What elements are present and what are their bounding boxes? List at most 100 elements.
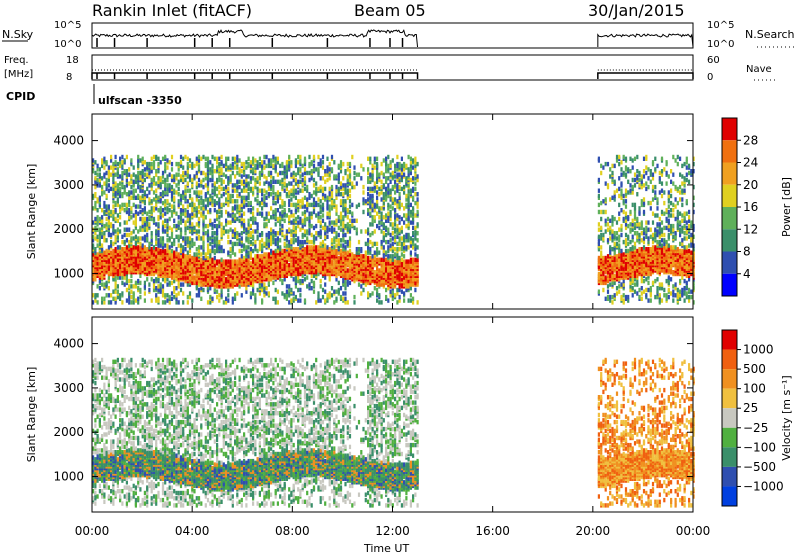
data-cell: [240, 199, 243, 204]
data-cell: [121, 160, 124, 165]
data-cell: [134, 179, 137, 184]
data-cell: [177, 252, 180, 257]
data-cell: [202, 261, 205, 266]
data-cell: [184, 154, 187, 160]
nsky-line: [91, 29, 694, 48]
data-cell: [220, 213, 223, 218]
data-cell: [206, 156, 210, 161]
data-cell: [288, 163, 291, 169]
data-cell: [227, 298, 230, 303]
data-cell: [234, 183, 237, 188]
data-cell: [236, 216, 239, 222]
data-cell: [391, 170, 394, 176]
data-cell: [216, 289, 219, 294]
data-cell: [137, 184, 140, 190]
data-cell: [346, 195, 349, 200]
data-cell: [367, 208, 370, 213]
data-cell: [371, 199, 374, 204]
data-cell: [261, 254, 264, 259]
data-cell: [254, 293, 257, 298]
data-cell: [279, 227, 282, 232]
data-cell: [252, 287, 255, 293]
data-cell: [344, 169, 347, 174]
data-cell: [387, 275, 390, 280]
data-cell: [326, 156, 329, 161]
data-cell: [348, 236, 352, 241]
data-cell: [132, 284, 135, 289]
data-cell: [121, 291, 124, 296]
data-cell: [369, 200, 372, 206]
data-cell: [299, 216, 302, 222]
data-cell: [148, 190, 151, 195]
data-cell: [355, 266, 358, 271]
data-cell: [261, 266, 264, 271]
data-cell: [123, 282, 126, 287]
data-cell: [186, 236, 189, 241]
data-cell: [252, 186, 255, 192]
data-cell: [398, 259, 401, 264]
data-cell: [378, 300, 381, 305]
data-cell: [139, 188, 142, 193]
data-cell: [351, 202, 354, 208]
data-cell: [310, 232, 313, 238]
data-cell: [382, 158, 385, 163]
data-cell: [283, 165, 286, 170]
data-cell: [225, 222, 228, 227]
data-cell: [191, 238, 194, 243]
data-cell: [179, 234, 183, 239]
data-cell: [270, 170, 273, 176]
data-cell: [376, 250, 379, 255]
data-cell: [234, 293, 237, 298]
data-cell: [396, 255, 399, 261]
data-cell: [240, 216, 243, 222]
data-cell: [146, 247, 149, 252]
data-cell: [357, 239, 361, 245]
data-cell: [247, 218, 250, 223]
data-cell: [125, 232, 128, 238]
nsearch-label: N.Search: [745, 28, 795, 41]
data-cell: [303, 247, 307, 252]
data-cell: [184, 231, 187, 236]
data-cell: [380, 257, 383, 262]
data-cell: [107, 248, 110, 254]
data-cell: [403, 259, 406, 264]
data-cell: [161, 277, 165, 282]
data-cell: [274, 211, 277, 216]
data-cell: [382, 192, 385, 197]
data-cell: [398, 247, 401, 252]
nsky-label: N.Sky: [2, 28, 34, 41]
data-cell: [308, 231, 311, 236]
data-cell: [170, 273, 174, 278]
data-cell: [367, 231, 370, 236]
data-cell: [188, 213, 192, 218]
data-cell: [209, 208, 212, 213]
data-cell: [211, 248, 214, 254]
data-cell: [170, 154, 174, 160]
data-cell: [170, 209, 174, 215]
data-cell: [152, 278, 156, 284]
data-cell: [344, 183, 347, 188]
data-cell: [256, 222, 259, 227]
data-cell: [382, 231, 385, 236]
data-cell: [175, 190, 178, 195]
data-cell: [290, 160, 293, 165]
data-cell: [243, 282, 246, 287]
data-cell: [353, 184, 356, 190]
data-cell: [294, 294, 297, 300]
data-cell: [319, 215, 322, 220]
data-cell: [342, 220, 345, 225]
data-cell: [353, 254, 356, 259]
data-cell: [218, 197, 221, 202]
data-cell: [272, 229, 275, 234]
data-cell: [139, 225, 142, 231]
data-cell: [378, 293, 381, 298]
data-cell: [369, 247, 372, 252]
data-cell: [125, 275, 128, 280]
data-cell: [157, 183, 160, 188]
data-cell: [330, 184, 334, 190]
data-cell: [297, 220, 300, 225]
data-cell: [152, 287, 156, 293]
data-cell: [193, 255, 196, 261]
data-cell: [292, 247, 295, 252]
data-cell: [380, 215, 383, 220]
